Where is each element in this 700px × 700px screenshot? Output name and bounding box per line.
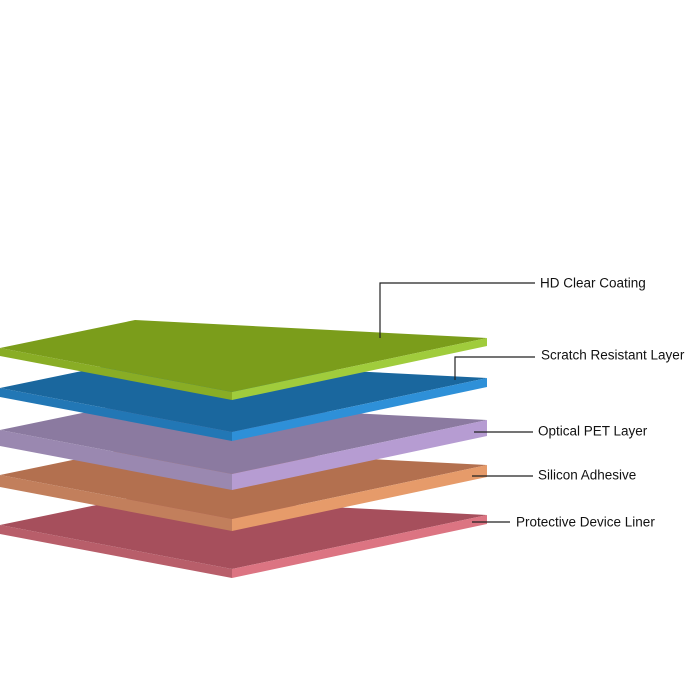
layer-edge (232, 420, 487, 490)
layer-label: Scratch Resistant Layer (541, 348, 685, 363)
layer-top (0, 497, 487, 569)
layer-edge (0, 430, 232, 490)
leader-line (379, 282, 535, 338)
layer-edge (232, 338, 487, 400)
layer-label: Protective Device Liner (516, 515, 655, 530)
layer-edge (232, 378, 487, 441)
layer-edge (0, 525, 232, 578)
layer-protective-liner (0, 497, 487, 578)
layer-top (0, 320, 487, 392)
layer-edge (0, 388, 232, 441)
layer-hd-clear (0, 320, 487, 400)
layer-label: Silicon Adhesive (538, 468, 636, 483)
leader-line (454, 356, 535, 380)
layer-edge (232, 515, 487, 578)
layer-label: Optical PET Layer (538, 424, 648, 439)
layer-edge (232, 465, 487, 531)
layer-edge (0, 475, 232, 531)
layer-edge (0, 348, 232, 400)
layer-label: HD Clear Coating (540, 276, 646, 291)
